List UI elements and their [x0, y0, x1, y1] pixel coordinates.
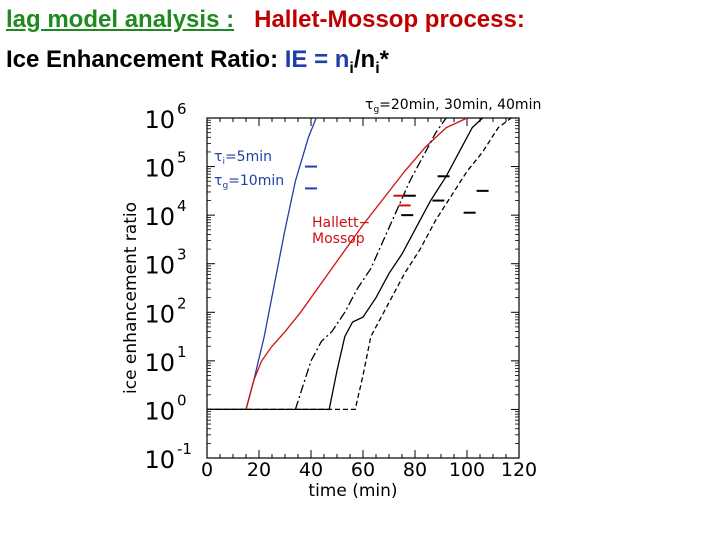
y-axis-label: ice enhancement ratio: [121, 202, 141, 394]
annotation-tau-g-blue: τg=10min: [214, 173, 284, 191]
annotation-tau-g-values: τg=20min, 30min, 40min: [365, 97, 541, 115]
y-tick-label-base: 10: [144, 349, 175, 377]
y-tick-label-base: 10: [144, 446, 175, 474]
y-tick-label-exponent: 5: [177, 149, 187, 167]
plot-frame: [206, 117, 520, 459]
formula-sub-1: i: [349, 59, 354, 77]
y-tick-label-exponent: 3: [177, 246, 187, 264]
title-hallet-mossop: Hallet-Mossop process:: [254, 6, 525, 33]
y-tick-label-exponent: 6: [177, 100, 187, 118]
formula-star: *: [379, 46, 389, 73]
series-line-black_30: [207, 117, 484, 411]
formula-part-a: IE = n: [284, 46, 350, 73]
x-tick-label: 0: [201, 459, 213, 481]
y-tick-label-exponent: 0: [177, 391, 187, 409]
slide-subtitle: Ice Enhancement Ratio: IE = ni/ni*: [6, 46, 389, 78]
x-tick-label: 20: [247, 459, 271, 481]
y-tick-label-base: 10: [144, 203, 175, 231]
y-tick-label-base: 10: [144, 300, 175, 328]
tick-group: [206, 117, 520, 459]
subtitle-prefix: Ice Enhancement Ratio:: [6, 46, 279, 73]
y-tick-label-base: 10: [144, 252, 175, 280]
y-tick-label-base: 10: [144, 155, 175, 183]
marker-group: [305, 165, 489, 217]
y-tick-label-exponent: 4: [177, 197, 187, 215]
x-tick-label: 40: [299, 459, 323, 481]
x-axis-label: time (min): [308, 481, 397, 501]
formula-slash: /n: [353, 46, 376, 73]
x-tick-label: 100: [449, 459, 485, 481]
title-lag-model: lag model analysis :: [6, 6, 235, 33]
plot-frame-group: [206, 117, 520, 459]
y-tick-label-base: 10: [144, 106, 175, 134]
x-tick-label: 60: [351, 459, 375, 481]
subtitle-formula: IE = n: [285, 46, 350, 73]
series-line-black_20: [294, 117, 447, 410]
annotation-hallett-line1: Hallett−: [312, 215, 370, 231]
formula-sub-2: i: [375, 59, 380, 77]
y-tick-label-exponent: 1: [177, 343, 187, 361]
y-tick-label-exponent: -1: [177, 440, 192, 458]
annotation-hallett-line2: Mossop: [312, 231, 365, 247]
series-group: [207, 117, 512, 411]
series-line-black_40: [207, 117, 512, 411]
series-line-red: [245, 117, 468, 410]
x-tick-label: 120: [501, 459, 537, 481]
slide-title: lag model analysis : Hallet-Mossop proce…: [6, 6, 525, 34]
annotation-tau-i: τi=5min: [214, 149, 272, 167]
y-tick-label-base: 10: [144, 397, 175, 425]
y-tick-label-exponent: 2: [177, 294, 187, 312]
x-tick-label: 80: [403, 459, 427, 481]
